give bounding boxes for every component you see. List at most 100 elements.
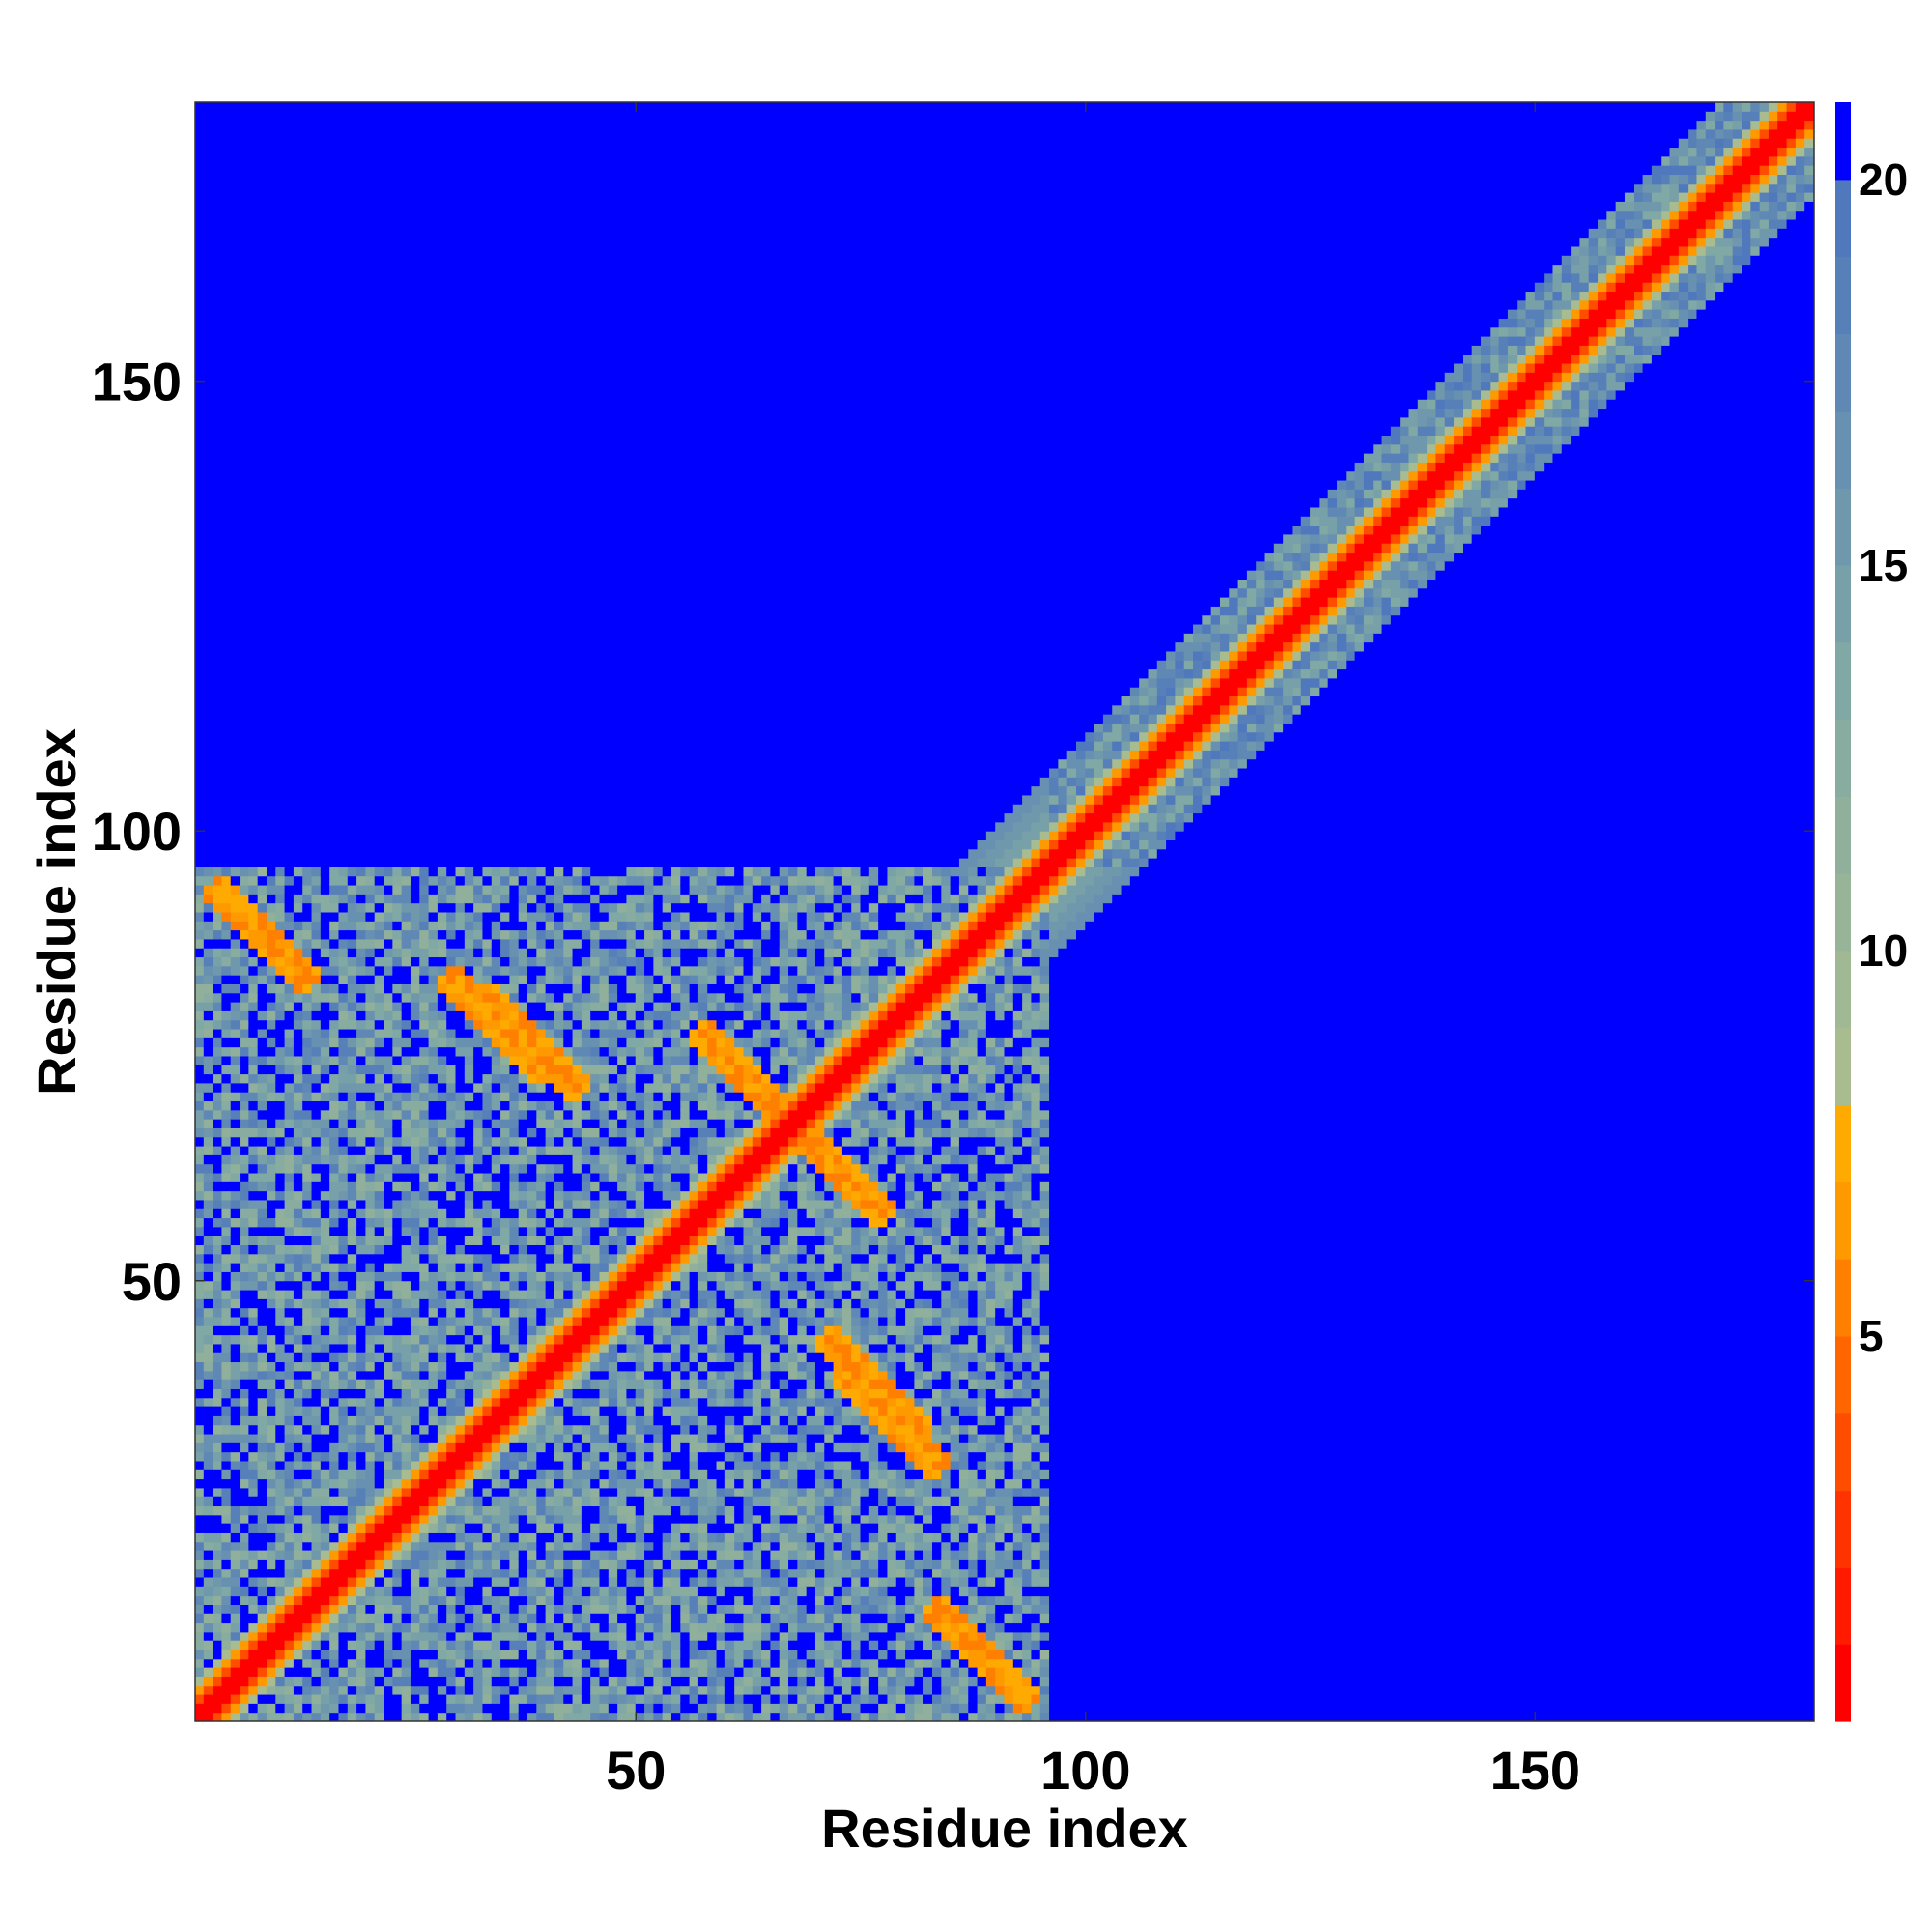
heatmap-cell bbox=[401, 101, 412, 112]
heatmap-cell bbox=[428, 1037, 439, 1048]
heatmap-cell bbox=[410, 982, 421, 994]
heatmap-cell bbox=[275, 857, 286, 867]
heatmap-cell bbox=[284, 587, 295, 598]
heatmap-cell bbox=[419, 1163, 430, 1174]
heatmap-cell bbox=[338, 1136, 349, 1147]
heatmap-cell bbox=[320, 1433, 331, 1443]
heatmap-cell bbox=[240, 533, 250, 544]
heatmap-cell bbox=[410, 1495, 421, 1507]
heatmap-cell bbox=[347, 1522, 358, 1533]
heatmap-cell bbox=[392, 1297, 403, 1309]
heatmap-cell bbox=[356, 506, 367, 517]
heatmap-cell bbox=[275, 1549, 286, 1560]
heatmap-cell bbox=[266, 1324, 277, 1336]
heatmap-cell bbox=[275, 569, 286, 580]
heatmap-cell bbox=[275, 1712, 286, 1722]
heatmap-cell bbox=[293, 686, 304, 697]
heatmap-cell bbox=[240, 740, 250, 751]
heatmap-cell bbox=[293, 1289, 304, 1299]
heatmap-cell bbox=[365, 785, 376, 796]
heatmap-cell bbox=[329, 1046, 340, 1057]
heatmap-cell bbox=[221, 956, 232, 967]
heatmap-cell bbox=[311, 1037, 322, 1048]
heatmap-cell bbox=[248, 1595, 259, 1605]
heatmap-cell bbox=[401, 794, 412, 805]
heatmap-cell bbox=[221, 210, 232, 220]
heatmap-cell bbox=[213, 1451, 223, 1462]
heatmap-cell bbox=[248, 291, 259, 301]
heatmap-cell bbox=[203, 794, 214, 805]
heatmap-cell bbox=[194, 1406, 205, 1416]
heatmap-cell bbox=[203, 1495, 214, 1507]
heatmap-cell bbox=[203, 875, 214, 886]
heatmap-cell bbox=[437, 758, 448, 769]
heatmap-cell bbox=[240, 515, 250, 526]
heatmap-cell bbox=[275, 650, 286, 661]
heatmap-cell bbox=[266, 929, 277, 940]
heatmap-cell bbox=[275, 1316, 286, 1326]
heatmap-cell bbox=[230, 1280, 242, 1291]
heatmap-cell bbox=[365, 776, 376, 787]
heatmap-cell bbox=[419, 875, 430, 886]
heatmap-cell bbox=[365, 227, 376, 239]
heatmap-cell bbox=[428, 1289, 439, 1299]
heatmap-cell bbox=[275, 1460, 286, 1470]
heatmap-cell bbox=[221, 1253, 232, 1264]
heatmap-cell bbox=[203, 1361, 214, 1372]
heatmap-cell bbox=[384, 281, 394, 293]
heatmap-cell bbox=[347, 1343, 358, 1353]
heatmap-cell bbox=[213, 1631, 223, 1641]
heatmap-cell bbox=[347, 164, 358, 175]
heatmap-cell bbox=[329, 1217, 340, 1228]
heatmap-cell bbox=[248, 1441, 259, 1453]
heatmap-cell bbox=[384, 344, 394, 355]
heatmap-cell bbox=[384, 164, 394, 175]
heatmap-cell bbox=[401, 965, 412, 976]
heatmap-cell bbox=[392, 1505, 403, 1516]
heatmap-cell bbox=[320, 641, 331, 652]
heatmap-cell bbox=[365, 1451, 376, 1462]
heatmap-cell bbox=[311, 1163, 322, 1174]
heatmap-cell bbox=[230, 1487, 242, 1497]
heatmap-cell bbox=[221, 1126, 232, 1138]
heatmap-cell bbox=[365, 929, 376, 940]
heatmap-cell bbox=[329, 452, 340, 463]
heatmap-cell bbox=[194, 1604, 205, 1614]
heatmap-cell bbox=[410, 1478, 421, 1489]
heatmap-cell bbox=[365, 893, 376, 904]
heatmap-cell bbox=[293, 515, 304, 526]
heatmap-cell bbox=[401, 1100, 412, 1111]
heatmap-cell bbox=[266, 435, 277, 445]
heatmap-cell bbox=[257, 704, 268, 715]
heatmap-cell bbox=[329, 1280, 340, 1291]
heatmap-cell bbox=[302, 1378, 313, 1389]
heatmap-cell bbox=[293, 191, 304, 202]
heatmap-cell bbox=[194, 1082, 205, 1093]
heatmap-cell bbox=[266, 128, 277, 139]
heatmap-cell bbox=[257, 264, 268, 274]
heatmap-cell bbox=[230, 1685, 242, 1695]
heatmap-cell bbox=[356, 354, 367, 364]
heatmap-cell bbox=[194, 317, 205, 328]
heatmap-cell bbox=[302, 1631, 313, 1641]
heatmap-cell bbox=[320, 839, 331, 850]
heatmap-cell bbox=[302, 884, 313, 895]
heatmap-cell bbox=[221, 1495, 232, 1507]
heatmap-cell bbox=[194, 956, 205, 967]
heatmap-cell bbox=[257, 1460, 268, 1470]
heatmap-cell bbox=[213, 1082, 223, 1093]
heatmap-cell bbox=[401, 1639, 412, 1651]
heatmap-cell bbox=[311, 1595, 322, 1605]
heatmap-cell bbox=[230, 110, 242, 122]
heatmap-cell bbox=[401, 1468, 412, 1480]
heatmap-cell bbox=[374, 1433, 385, 1443]
heatmap-cell bbox=[293, 1433, 304, 1443]
heatmap-cell bbox=[266, 1675, 277, 1687]
heatmap-cell bbox=[347, 1064, 358, 1075]
heatmap-cell bbox=[401, 623, 412, 634]
heatmap-cell bbox=[329, 1685, 340, 1695]
heatmap-cell bbox=[311, 920, 322, 931]
heatmap-cell bbox=[257, 947, 268, 958]
heatmap-cell bbox=[213, 1639, 223, 1651]
heatmap-cell bbox=[347, 327, 358, 337]
